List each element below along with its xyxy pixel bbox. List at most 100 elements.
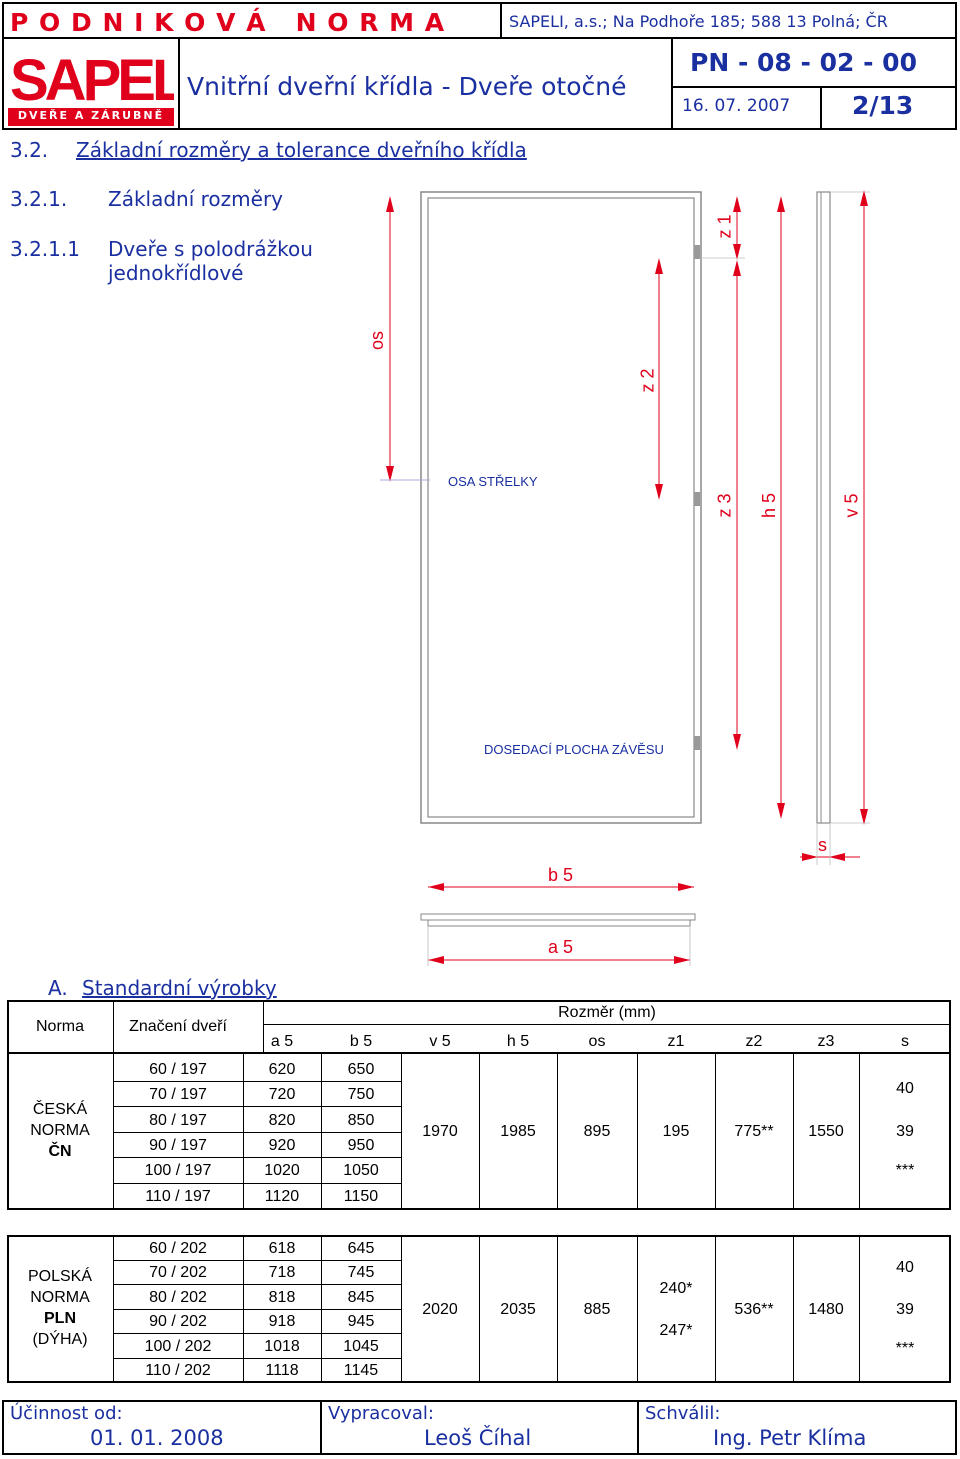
header-divider-v2	[500, 2, 502, 38]
pln-row-0-a5: 618	[268, 1240, 296, 1257]
cn-norma-line1: ČESKÁ	[32, 1101, 88, 1118]
pln-s-0: 40	[896, 1259, 914, 1276]
pln-v5: 2020	[422, 1301, 458, 1318]
sapeli-logo: SAPELI DVEŘE A ZÁRUBNĚ	[8, 42, 200, 126]
door-drawing	[380, 190, 870, 966]
label-h5: h 5	[759, 492, 780, 519]
sapeli-logo-graphic: SAPELI	[8, 48, 200, 126]
pln-z1-0: 240*	[659, 1280, 693, 1297]
footer-ucinnost-value: 01. 01. 2008	[90, 1426, 224, 1450]
section-3-2-1-1-title-line2: jednokřídlové	[108, 261, 244, 285]
footer-vypracoval-value: Leoš Číhal	[424, 1426, 532, 1450]
cn-row-2-znaceni: 80 / 197	[149, 1112, 207, 1129]
pln-h5: 2035	[500, 1301, 536, 1318]
page-number: 2/13	[852, 91, 914, 120]
section-3-2-title: Základní rozměry a tolerance dveřního kř…	[76, 138, 527, 162]
cn-s-0: 40	[896, 1080, 914, 1097]
pln-z2: 536**	[734, 1301, 774, 1318]
pln-s-2: ***	[895, 1340, 915, 1357]
hinge-bottom	[694, 736, 700, 750]
label-z1: z 1	[714, 214, 735, 239]
cn-norma-line2: NORMA	[30, 1122, 90, 1139]
pln-row-2-b5: 845	[347, 1289, 375, 1306]
pln-row-5-a5: 1118	[265, 1362, 299, 1379]
cn-row-2-a5: 820	[268, 1112, 296, 1129]
company-address: SAPELI, a.s.; Na Podhoře 185; 588 13 Pol…	[509, 12, 888, 31]
pln-row-4-a5: 1018	[264, 1338, 300, 1355]
cn-row-5-znaceni: 110 / 197	[145, 1188, 211, 1205]
pln-row-0-znaceni: 60 / 202	[149, 1240, 207, 1257]
pln-norma-line1: POLSKÁ	[27, 1268, 93, 1285]
pln-z3: 1480	[808, 1301, 844, 1318]
col-rozmer-header: Rozměr (mm)	[558, 1004, 656, 1021]
col-z1-header: z1	[667, 1033, 685, 1050]
hinge-top	[694, 245, 700, 259]
label-osa-strelky: OSA STŘELKY	[448, 474, 538, 489]
footer-ucinnost-label: Účinnost od:	[10, 1403, 123, 1424]
cn-row-5-a5: 1120	[264, 1188, 300, 1205]
section-3-2-1-title: Základní rozměry	[108, 187, 283, 211]
cn-row-3-znaceni: 90 / 197	[149, 1137, 207, 1154]
cn-h5: 1985	[500, 1123, 536, 1140]
pln-row-2-a5: 818	[268, 1289, 296, 1306]
pln-row-3-a5: 918	[268, 1313, 296, 1330]
col-s-header: s	[901, 1033, 909, 1050]
door-leaf-outer	[420, 191, 702, 824]
header-divider-v3	[671, 37, 673, 130]
logo-tagline: DVEŘE A ZÁRUBNĚ	[17, 109, 165, 122]
table-section-title: Standardní výrobky	[82, 976, 277, 1000]
cn-row-3-b5: 950	[347, 1137, 375, 1154]
pln-row-4-b5: 1045	[343, 1338, 379, 1355]
header-divider-v4	[820, 86, 822, 130]
cn-os: 895	[583, 1123, 611, 1140]
pln-row-2-znaceni: 80 / 202	[149, 1289, 207, 1306]
col-a5-header: a 5	[270, 1033, 294, 1050]
norm-code: PN - 08 - 02 - 00	[690, 48, 917, 77]
header-divider-h	[2, 37, 957, 39]
pln-norma-line3: PLN	[44, 1310, 76, 1327]
label-os: os	[367, 330, 388, 351]
pln-z1-1: 247*	[659, 1322, 693, 1339]
cn-row-1-b5: 750	[347, 1086, 375, 1103]
label-z2: z 2	[637, 368, 658, 393]
hinge-middle	[694, 492, 700, 506]
section-3-2-number: 3.2.	[10, 138, 49, 162]
cn-v5: 1970	[422, 1123, 458, 1140]
door-leaf-inner	[427, 197, 695, 818]
cn-z3: 1550	[808, 1123, 844, 1140]
company-heading: P O D N I K O V Á N O R M A	[10, 8, 446, 37]
footer-frame	[2, 1400, 957, 1455]
header-frame	[2, 2, 957, 130]
pln-row-1-znaceni: 70 / 202	[149, 1264, 207, 1281]
cn-row-0-b5: 650	[347, 1061, 375, 1078]
col-z3-header: z3	[817, 1033, 835, 1050]
footer-schvalil-value: Ing. Petr Klíma	[713, 1426, 867, 1450]
cn-row-1-a5: 720	[268, 1086, 296, 1103]
cn-row-0-a5: 620	[268, 1061, 296, 1078]
label-b5: b 5	[548, 865, 574, 885]
section-3-2-1-number: 3.2.1.	[10, 187, 68, 211]
cn-row-4-b5: 1050	[343, 1162, 379, 1179]
cn-row-2-b5: 850	[347, 1112, 375, 1129]
col-v5-header: v 5	[429, 1033, 451, 1050]
col-norma-header: Norma	[35, 1018, 84, 1035]
header-divider-h2	[671, 86, 957, 88]
cn-norma-line3: ČN	[48, 1143, 72, 1160]
pln-row-5-znaceni: 110 / 202	[145, 1362, 211, 1379]
footer-schvalil-label: Schválil:	[645, 1403, 721, 1424]
pln-row-1-b5: 745	[347, 1264, 375, 1281]
pln-row-3-znaceni: 90 / 202	[149, 1313, 207, 1330]
col-z2-header: z2	[745, 1033, 763, 1050]
pln-norma-line4: (DÝHA)	[32, 1331, 88, 1348]
door-bottom-profile	[420, 913, 696, 921]
label-s: s	[818, 835, 827, 855]
issue-date: 16. 07. 2007	[682, 96, 791, 116]
footer-vypracoval-label: Vypracoval:	[328, 1403, 434, 1424]
svg-text:SAPELI: SAPELI	[10, 48, 174, 113]
table-section-letter: A.	[48, 976, 68, 1000]
label-v5: v 5	[841, 493, 862, 518]
cn-s-2: ***	[895, 1162, 915, 1179]
section-3-2-1-1-number: 3.2.1.1	[10, 237, 80, 261]
pln-os: 885	[583, 1301, 611, 1318]
cn-row-5-b5: 1150	[343, 1188, 379, 1205]
